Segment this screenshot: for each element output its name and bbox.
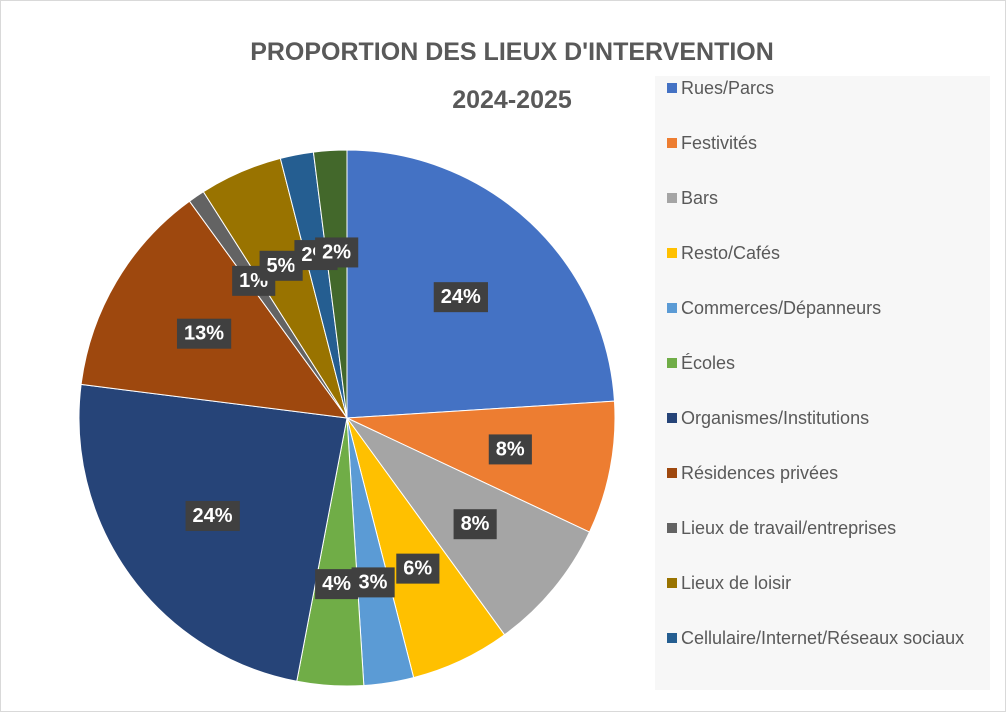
legend-item: Bars xyxy=(667,186,987,211)
legend-label: Commerces/Dépanneurs xyxy=(681,298,882,318)
legend-label: Rues/Parcs xyxy=(681,78,775,98)
data-label-box xyxy=(315,569,359,600)
pie-slice xyxy=(312,149,348,419)
data-label: 4% xyxy=(322,573,351,595)
legend-swatch xyxy=(667,578,677,588)
legend-item: Lieux de travail/entreprises xyxy=(667,516,987,541)
data-label: 24% xyxy=(193,505,233,527)
legend-label: Lieux de travail/entreprises xyxy=(681,518,897,538)
data-label-box xyxy=(185,500,240,531)
chart-subtitle: 2024-2025 xyxy=(452,86,572,114)
data-label: 24% xyxy=(441,286,481,308)
data-label-box xyxy=(351,567,395,598)
data-label: 8% xyxy=(461,513,490,535)
pie-slice xyxy=(78,383,348,682)
data-label: 3% xyxy=(359,571,388,593)
legend-swatch xyxy=(667,523,677,533)
legend-label: Resto/Cafés xyxy=(681,243,781,263)
legend-item: Cellulaire/Internet/Réseaux sociaux xyxy=(667,626,987,651)
legend-item: Organismes/Institutions xyxy=(667,406,987,431)
data-label: 8% xyxy=(496,438,525,460)
chart-title: PROPORTION DES LIEUX D'INTERVENTION xyxy=(250,38,774,66)
legend-swatch xyxy=(667,633,677,643)
legend-swatch xyxy=(667,468,677,478)
legend-item: Festivités xyxy=(667,131,987,156)
legend-swatch xyxy=(667,303,677,313)
legend: Rues/Parcs Festivités Bars Resto/Cafés Comme… xyxy=(655,76,990,690)
data-label-box xyxy=(176,318,232,349)
data-label-box xyxy=(315,237,359,268)
data-label-box xyxy=(488,434,532,465)
legend-label: Cellulaire/Internet/Réseaux sociaux xyxy=(681,628,965,648)
data-label: 6% xyxy=(403,558,432,580)
legend-label: Organismes/Institutions xyxy=(681,408,870,428)
legend-item: Commerces/Dépanneurs xyxy=(667,296,987,321)
legend-label: Festivités xyxy=(681,133,758,153)
pie-slice xyxy=(80,200,349,419)
legend-item: Rues/Parcs xyxy=(667,76,987,101)
legend-swatch xyxy=(667,248,677,258)
legend-swatch xyxy=(667,83,677,93)
data-label-box xyxy=(453,509,497,540)
legend-swatch xyxy=(667,138,677,148)
legend-item: Résidences privées xyxy=(667,461,987,486)
legend-label: Écoles xyxy=(681,353,736,373)
legend-swatch xyxy=(667,193,677,203)
legend-item: Écoles xyxy=(667,351,987,376)
legend-item: Resto/Cafés xyxy=(667,241,987,266)
legend-item: Lieux de loisir xyxy=(667,571,987,596)
legend-swatch xyxy=(667,413,677,423)
legend-label: Bars xyxy=(681,188,719,208)
pie-slice xyxy=(346,400,616,533)
data-label-box xyxy=(396,553,440,584)
data-label: 2% xyxy=(322,241,351,263)
legend-swatch xyxy=(667,358,677,368)
legend-label: Lieux de loisir xyxy=(681,573,792,593)
data-label-box xyxy=(433,282,488,313)
data-label: 13% xyxy=(184,323,224,345)
legend-label: Résidences privées xyxy=(681,463,839,483)
data-label: 5% xyxy=(267,255,296,277)
